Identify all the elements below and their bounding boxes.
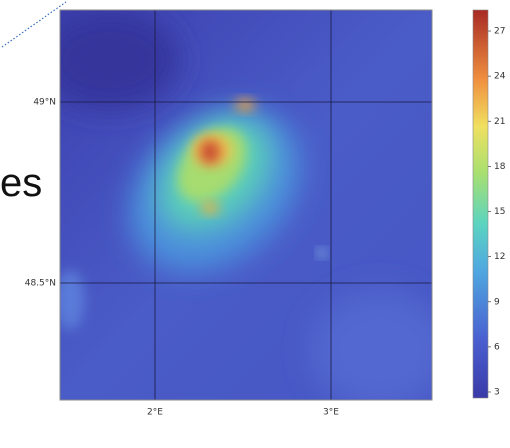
- lon-label: 2°E: [147, 408, 163, 418]
- fragment-text: es: [0, 161, 42, 205]
- colorbar-tick-label: 18: [494, 162, 506, 172]
- colorbar-tick-label: 12: [494, 252, 505, 262]
- colorbar-tick-label: 9: [494, 297, 500, 307]
- colorbar-tick-label: 21: [494, 117, 505, 127]
- colorbar-tick-label: 24: [494, 72, 506, 82]
- lon-label: 3°E: [323, 408, 339, 418]
- lat-label: 49°N: [33, 98, 56, 108]
- heatmap: [40, 10, 450, 410]
- colorbar-tick-label: 3: [494, 387, 500, 397]
- colorbar: [473, 10, 488, 398]
- colorbar-tick-label: 6: [494, 342, 500, 352]
- lat-label: 48.5°N: [25, 279, 56, 289]
- screenshot: es 49°N 48.5°N 2°E 3°E 3 6 9 12 15 18 21 24 27: [0, 0, 510, 448]
- colorbar-tick-label: 27: [494, 27, 505, 37]
- colorbar-tick-label: 15: [494, 207, 505, 217]
- colorbar-ticks: 3 6 9 12 15 18 21 24 27: [488, 27, 506, 398]
- connector: [2, 2, 66, 47]
